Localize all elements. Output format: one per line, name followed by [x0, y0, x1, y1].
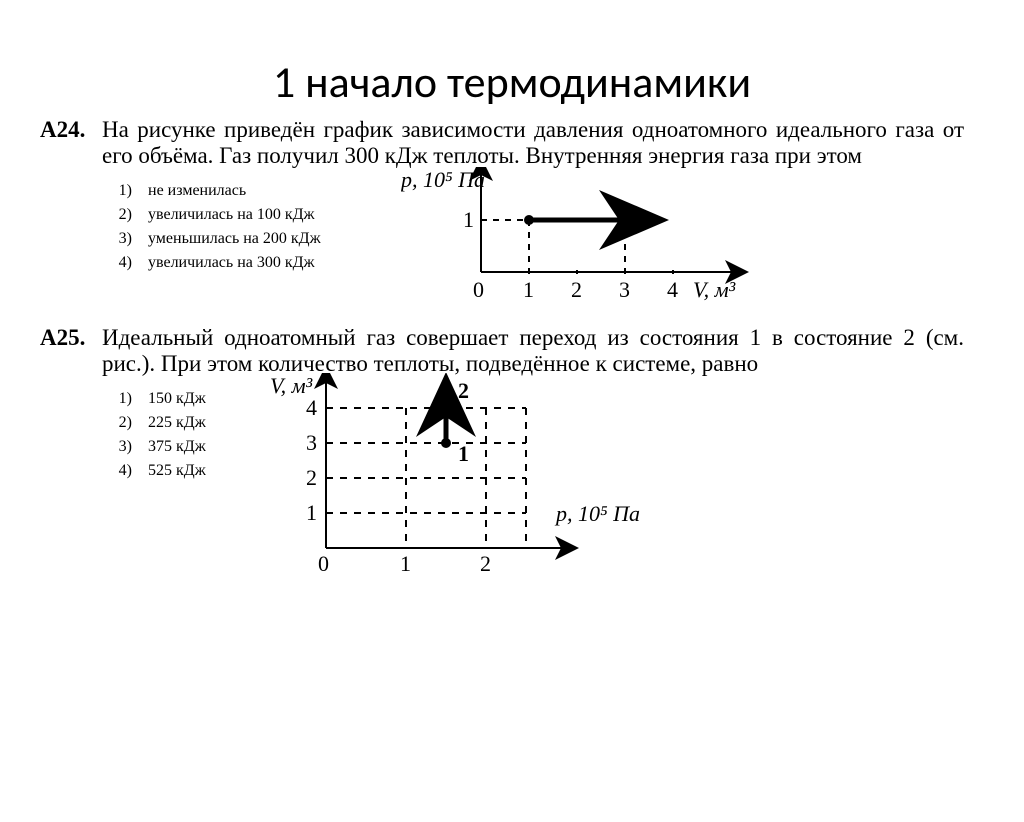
a25-point2-label: 2: [458, 378, 469, 403]
opt-num: 3): [100, 227, 138, 251]
a25-chart: V, м³ 1 2 3 4 0 1 2 p, 10⁵ Па 2 1: [266, 373, 706, 583]
a24-x-label: V, м³: [693, 277, 736, 302]
a24-opt-3: уменьшилась на 200 кДж: [138, 227, 321, 251]
a24-label: А24.: [40, 117, 102, 169]
problem-a24: А24. На рисунке приведён график зависимо…: [0, 117, 1024, 169]
opt-num: 4): [100, 251, 138, 275]
opt-num: 4): [100, 459, 138, 483]
a25-yt4: 4: [306, 395, 317, 420]
opt-num: 2): [100, 411, 138, 435]
a25-options: 1)150 кДж 2)225 кДж 3)375 кДж 4)525 кДж: [100, 387, 206, 483]
problem-a25: А25. Идеальный одноатомный газ совершает…: [0, 325, 1024, 377]
a25-text: Идеальный одноатомный газ совершает пере…: [102, 325, 964, 376]
opt-num: 2): [100, 203, 138, 227]
a25-body: Идеальный одноатомный газ совершает пере…: [102, 325, 984, 377]
a24-xtick-0: 0: [473, 277, 484, 302]
opt-num: 1): [100, 179, 138, 203]
a25-x-label: p, 10⁵ Па: [554, 501, 640, 526]
a24-ytick: 1: [463, 207, 474, 232]
a24-opt-4: увеличилась на 300 кДж: [138, 251, 315, 275]
a24-xtick-1: 1: [523, 277, 534, 302]
a24-body: На рисунке приведён график зависимости д…: [102, 117, 984, 169]
a24-chart: p, 10⁵ Па 1 0 1 2 3 4 V, м³: [401, 167, 761, 307]
a25-point1-label: 1: [458, 441, 469, 466]
a25-yt2: 2: [306, 465, 317, 490]
a24-xtick-4: 4: [667, 277, 678, 302]
a25-yt3: 3: [306, 430, 317, 455]
a24-text: На рисунке приведён график зависимости д…: [102, 117, 964, 168]
a25-xt2: 2: [480, 551, 491, 576]
a25-xt0: 0: [318, 551, 329, 576]
a25-xt1: 1: [400, 551, 411, 576]
a25-opt-3: 375 кДж: [138, 435, 206, 459]
a24-xtick-3: 3: [619, 277, 630, 302]
a25-opt-2: 225 кДж: [138, 411, 206, 435]
a25-label: А25.: [40, 325, 102, 377]
a24-y-label: p, 10⁵ Па: [401, 167, 485, 192]
opt-num: 1): [100, 387, 138, 411]
a24-opt-2: увеличилась на 100 кДж: [138, 203, 315, 227]
a24-opt-1: не изменилась: [138, 179, 246, 203]
a25-opt-1: 150 кДж: [138, 387, 206, 411]
a24-options: 1)не изменилась 2)увеличилась на 100 кДж…: [100, 179, 321, 275]
page-title: 1 начало термодинамики: [0, 55, 1024, 109]
a24-xtick-2: 2: [571, 277, 582, 302]
a25-opt-4: 525 кДж: [138, 459, 206, 483]
opt-num: 3): [100, 435, 138, 459]
a25-yt1: 1: [306, 500, 317, 525]
